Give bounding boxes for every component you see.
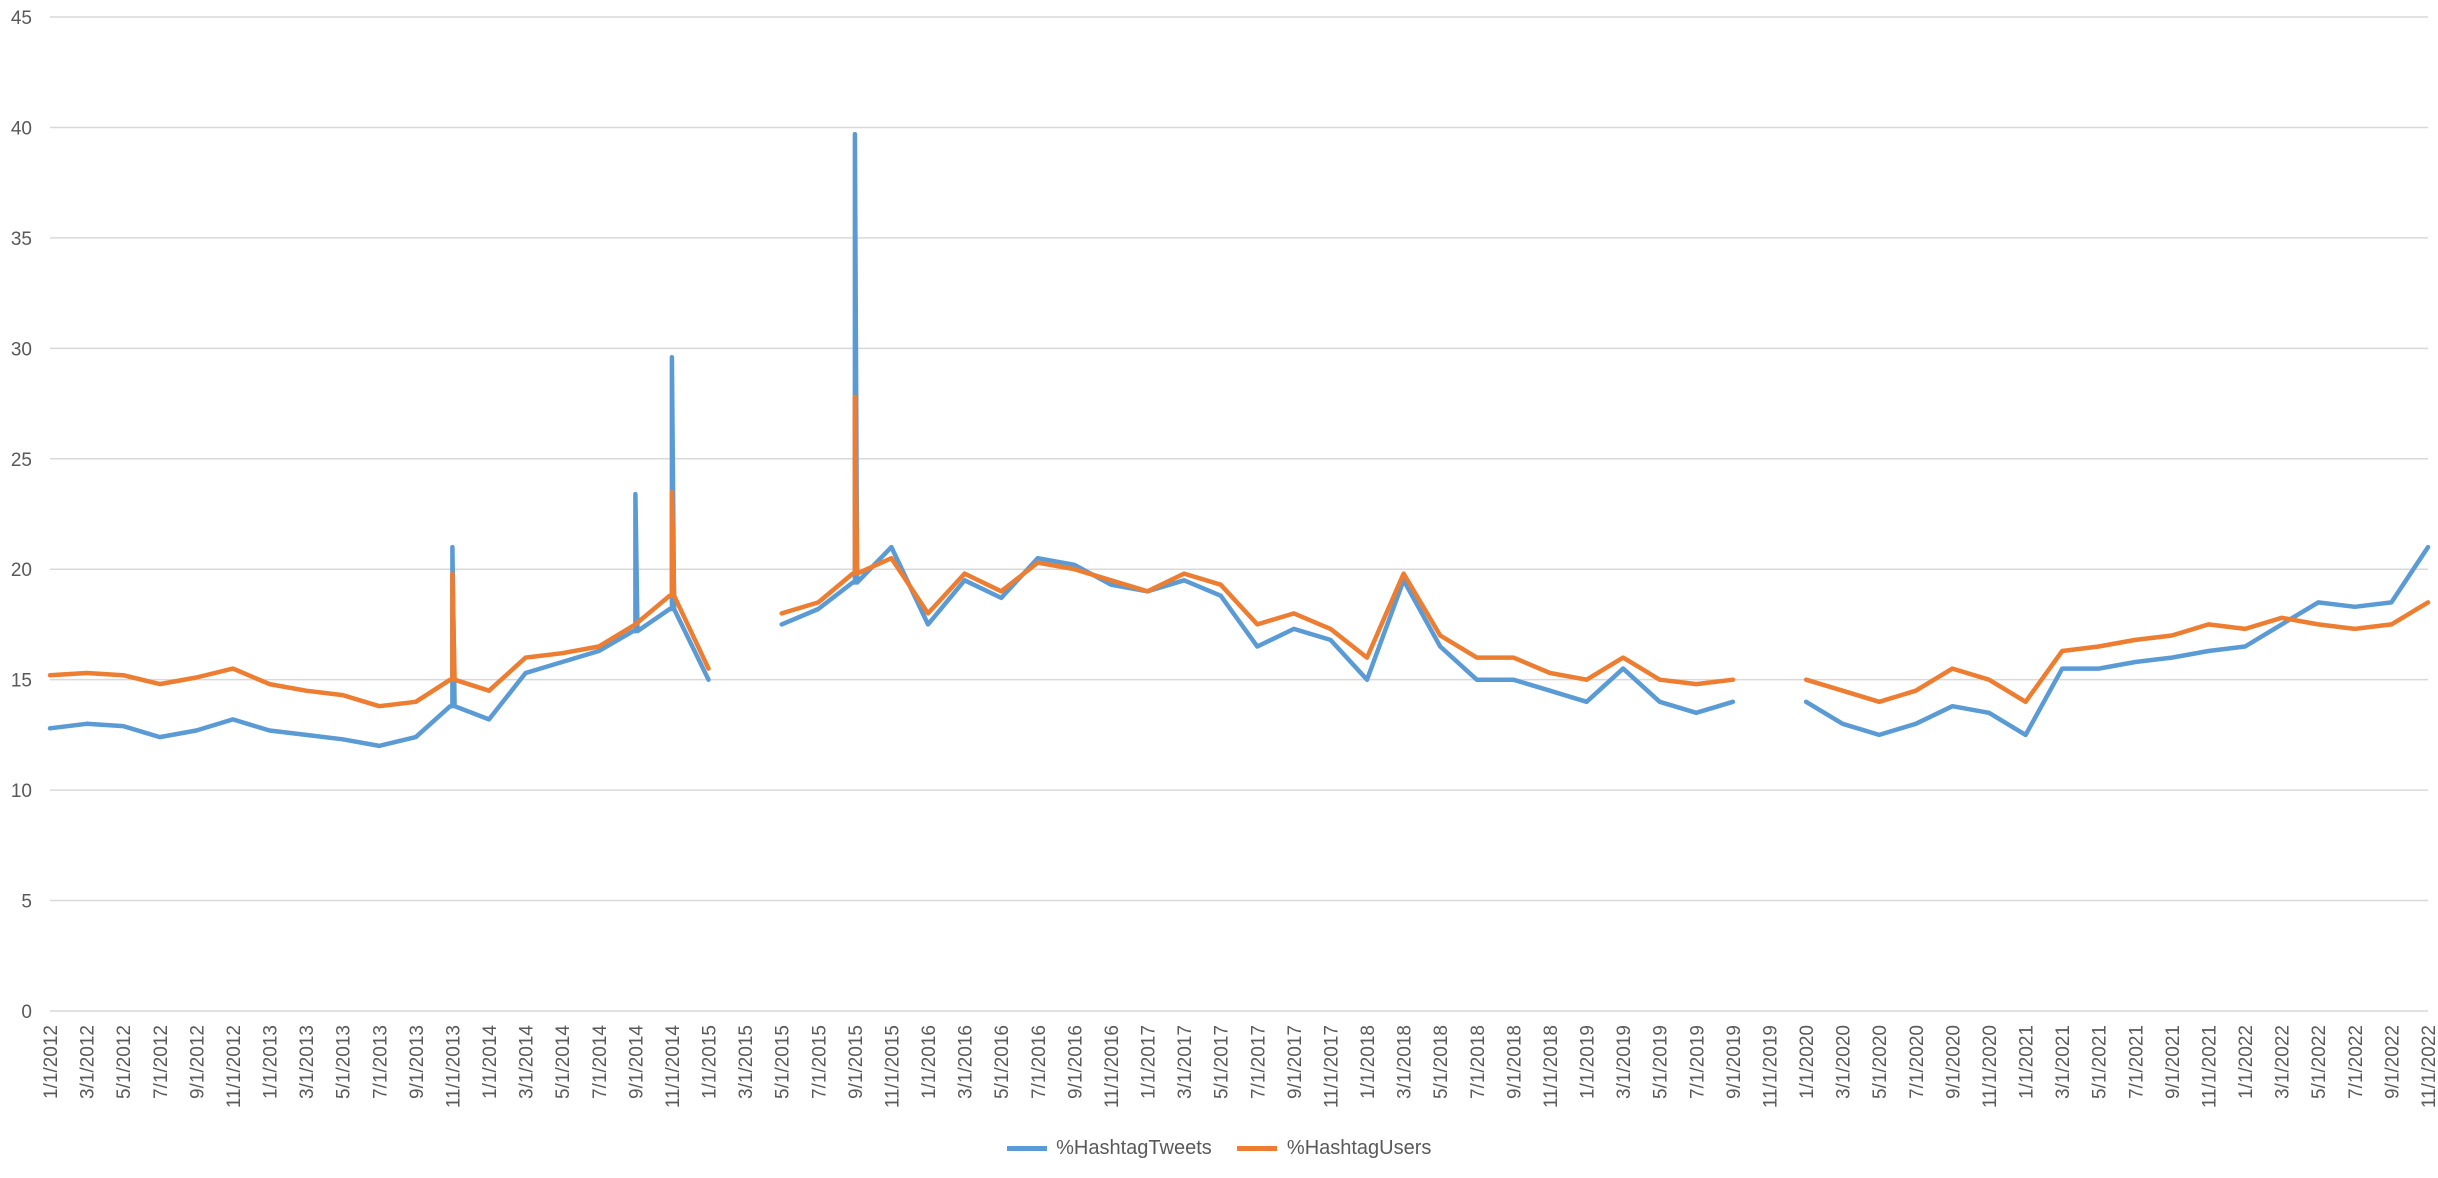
x-tick-label: 11/1/2012 bbox=[224, 1025, 245, 1108]
x-tick-label: 9/1/2015 bbox=[846, 1025, 867, 1099]
x-tick-label: 11/1/2013 bbox=[443, 1025, 464, 1108]
x-tick-label: 11/1/2020 bbox=[1980, 1025, 2001, 1108]
legend-swatch-tweets bbox=[1006, 1146, 1047, 1152]
x-tick-label: 3/1/2016 bbox=[956, 1025, 977, 1099]
x-tick-label: 5/1/2014 bbox=[553, 1025, 574, 1099]
x-tick-label: 3/1/2017 bbox=[1175, 1025, 1196, 1099]
x-tick-label: 3/1/2021 bbox=[2053, 1025, 2074, 1099]
x-tick-label: 3/1/2018 bbox=[1395, 1025, 1416, 1099]
legend-item-users: %HashtagUsers bbox=[1237, 1137, 1431, 1160]
gridlines bbox=[50, 16, 2428, 1012]
legend: %HashtagTweets %HashtagUsers bbox=[0, 1137, 2438, 1160]
x-tick-label: 1/1/2022 bbox=[2236, 1025, 2257, 1099]
x-tick-label: 1/1/2012 bbox=[41, 1025, 62, 1099]
x-tick-label: 11/1/2019 bbox=[1760, 1025, 1781, 1108]
x-tick-label: 11/1/2021 bbox=[2199, 1025, 2220, 1108]
x-tick-label: 11/1/2014 bbox=[663, 1025, 684, 1109]
y-tick-label: 30 bbox=[11, 339, 32, 360]
x-tick-label: 3/1/2022 bbox=[2273, 1025, 2294, 1099]
x-tick-label: 9/1/2016 bbox=[1065, 1025, 1086, 1099]
x-tick-label: 9/1/2012 bbox=[187, 1025, 208, 1099]
x-tick-label: 5/1/2018 bbox=[1431, 1025, 1452, 1099]
legend-swatch-users bbox=[1237, 1146, 1278, 1152]
legend-item-tweets: %HashtagTweets bbox=[1006, 1137, 1212, 1160]
series-hashtag-users-line-segment-0 bbox=[47, 489, 711, 709]
x-tick-label: 7/1/2016 bbox=[1029, 1025, 1050, 1099]
series-hashtag-users-line-segment-1 bbox=[779, 394, 1736, 687]
y-axis-ticks: 0 5 10 15 20 25 30 35 40 45 bbox=[11, 8, 32, 1023]
legend-label-users: %HashtagUsers bbox=[1286, 1137, 1432, 1159]
x-tick-label: 1/1/2021 bbox=[2017, 1025, 2038, 1099]
x-tick-label: 1/1/2015 bbox=[700, 1025, 721, 1099]
x-tick-label: 3/1/2014 bbox=[517, 1025, 538, 1099]
x-tick-label: 5/1/2021 bbox=[2090, 1025, 2111, 1099]
x-tick-label: 7/1/2018 bbox=[1468, 1025, 1489, 1099]
x-tick-label: 7/1/2022 bbox=[2346, 1025, 2367, 1099]
x-tick-label: 9/1/2014 bbox=[626, 1025, 647, 1099]
y-tick-label: 20 bbox=[11, 560, 32, 581]
x-tick-label: 5/1/2013 bbox=[334, 1025, 355, 1099]
x-tick-label: 3/1/2012 bbox=[78, 1025, 99, 1099]
x-tick-label: 7/1/2012 bbox=[151, 1025, 172, 1099]
y-tick-label: 5 bbox=[21, 892, 32, 913]
y-tick-label: 35 bbox=[11, 229, 32, 250]
x-tick-label: 5/1/2020 bbox=[1870, 1025, 1891, 1099]
x-tick-label: 1/1/2018 bbox=[1358, 1025, 1379, 1099]
x-tick-label: 5/1/2017 bbox=[1212, 1025, 1233, 1099]
y-tick-label: 15 bbox=[11, 671, 32, 692]
x-tick-label: 5/1/2016 bbox=[992, 1025, 1013, 1099]
x-tick-label: 9/1/2018 bbox=[1504, 1025, 1525, 1099]
x-tick-label: 11/1/2015 bbox=[882, 1025, 903, 1108]
legend-label-tweets: %HashtagTweets bbox=[1056, 1137, 1212, 1159]
y-tick-label: 25 bbox=[11, 450, 32, 471]
x-tick-label: 1/1/2013 bbox=[261, 1025, 282, 1099]
y-tick-label: 10 bbox=[11, 781, 32, 802]
x-tick-label: 11/1/2016 bbox=[1102, 1025, 1123, 1108]
x-tick-label: 5/1/2022 bbox=[2309, 1025, 2330, 1099]
x-tick-label: 5/1/2015 bbox=[773, 1025, 794, 1099]
x-tick-label: 7/1/2013 bbox=[370, 1025, 391, 1099]
series-hashtag-tweets-line-segment-0 bbox=[47, 354, 711, 749]
x-tick-label: 9/1/2020 bbox=[1943, 1025, 1964, 1099]
x-tick-label: 1/1/2020 bbox=[1797, 1025, 1818, 1099]
x-tick-label: 11/1/2017 bbox=[1321, 1025, 1342, 1108]
x-tick-label: 9/1/2013 bbox=[407, 1025, 428, 1099]
y-tick-label: 45 bbox=[11, 8, 32, 29]
x-axis-ticks: 1/1/2012 3/1/2012 5/1/2012 7/1/2012 9/1/2012… bbox=[41, 1025, 2438, 1109]
series-hashtag-tweets-line-segment-2 bbox=[1803, 544, 2431, 738]
x-tick-label: 11/1/2018 bbox=[1541, 1025, 1562, 1108]
x-tick-label: 3/1/2013 bbox=[297, 1025, 318, 1099]
x-tick-label: 3/1/2020 bbox=[1834, 1025, 1855, 1099]
x-tick-label: 9/1/2019 bbox=[1724, 1025, 1745, 1099]
x-tick-label: 9/1/2021 bbox=[2163, 1025, 2184, 1099]
x-tick-label: 7/1/2019 bbox=[1687, 1025, 1708, 1099]
x-tick-label: 7/1/2015 bbox=[809, 1025, 830, 1099]
x-tick-label: 1/1/2019 bbox=[1578, 1025, 1599, 1099]
x-tick-label: 7/1/2021 bbox=[2126, 1025, 2147, 1099]
x-tick-label: 5/1/2019 bbox=[1651, 1025, 1672, 1099]
x-tick-label: 5/1/2012 bbox=[114, 1025, 135, 1099]
x-tick-label: 7/1/2020 bbox=[1907, 1025, 1928, 1099]
x-tick-label: 7/1/2014 bbox=[590, 1025, 611, 1099]
x-tick-label: 1/1/2017 bbox=[1139, 1025, 1160, 1099]
x-tick-label: 9/1/2017 bbox=[1285, 1025, 1306, 1099]
x-tick-label: 7/1/2017 bbox=[1248, 1025, 1269, 1099]
x-tick-label: 1/1/2014 bbox=[480, 1025, 501, 1099]
series-hashtag-users-line-segment-2 bbox=[1803, 600, 2431, 705]
x-tick-label: 3/1/2015 bbox=[736, 1025, 757, 1099]
y-tick-label: 0 bbox=[21, 1002, 32, 1023]
y-tick-label: 40 bbox=[11, 118, 32, 139]
x-tick-label: 9/1/2022 bbox=[2382, 1025, 2403, 1099]
x-tick-label: 3/1/2019 bbox=[1614, 1025, 1635, 1099]
x-tick-label: 1/1/2016 bbox=[919, 1025, 940, 1099]
series-lines bbox=[47, 131, 2431, 749]
x-tick-label: 11/1/2022 bbox=[2419, 1025, 2438, 1108]
